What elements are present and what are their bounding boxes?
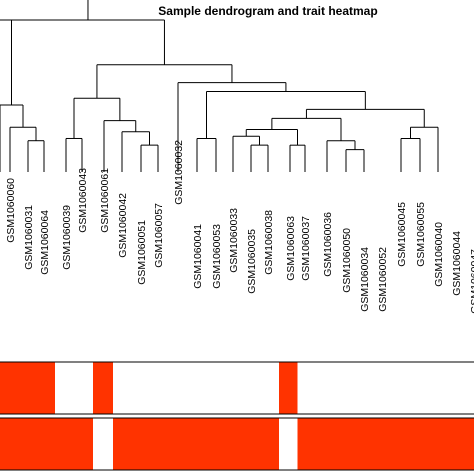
heatmap-cell-r0-c26 <box>465 362 474 414</box>
heatmap-cell-r1-c8 <box>131 418 150 470</box>
leaf-label-7: GSM1060042 <box>117 193 129 258</box>
chart-title: Sample dendrogram and trait heatmap <box>158 4 377 18</box>
heatmap-cell-r1-c13 <box>224 418 243 470</box>
heatmap-cell-r1-c7 <box>113 418 132 470</box>
heatmap-cell-r1-c24 <box>429 418 448 470</box>
leaf-labels: GSM1060060 GSM1060031 GSM1060064 GSM1060039… <box>5 140 474 314</box>
trait-heatmap <box>0 361 474 471</box>
heatmap-cell-r0-c21 <box>373 362 392 414</box>
heatmap-cell-r0-c16 <box>279 362 298 414</box>
leaf-label-26: GSM1060047 <box>469 249 474 314</box>
heatmap-cell-r0-c1 <box>5 362 20 414</box>
heatmap-cell-r1-c19 <box>336 418 356 470</box>
leaf-label-19: GSM1060050 <box>341 228 353 293</box>
heatmap-cell-r1-c22 <box>391 418 411 470</box>
leaf-label-9: GSM1060057 <box>153 203 165 268</box>
heatmap-cell-r1-c15 <box>259 418 280 470</box>
leaf-label-8: GSM1060051 <box>136 220 148 285</box>
leaf-label-14: GSM1060035 <box>246 229 258 294</box>
leaf-label-16: GSM1060063 <box>285 216 297 281</box>
heatmap-cell-r0-c18 <box>316 362 337 414</box>
heatmap-cell-r1-c0 <box>0 418 6 470</box>
heatmap-cell-r0-c20 <box>355 362 374 414</box>
heatmap-cell-r0-c8 <box>131 362 150 414</box>
heatmap-cell-r0-c11 <box>187 362 207 414</box>
heatmap-cell-r0-c9 <box>149 362 169 414</box>
leaf-label-20: GSM1060034 <box>359 247 371 312</box>
leaf-label-15: GSM1060038 <box>263 210 275 275</box>
heatmap-cell-r0-c24 <box>429 362 448 414</box>
heatmap-cell-r1-c20 <box>355 418 374 470</box>
heatmap-cell-r0-c14 <box>242 362 260 414</box>
leaf-label-21: GSM1060052 <box>377 247 389 312</box>
heatmap-cell-r1-c11 <box>187 418 207 470</box>
heatmap-cell-r1-c21 <box>373 418 392 470</box>
heatmap-row-border-0 <box>0 361 474 415</box>
leaf-label-22: GSM1060045 <box>396 202 408 267</box>
heatmap-cell-r0-c22 <box>391 362 411 414</box>
leaf-label-2: GSM1060031 <box>23 205 35 270</box>
heatmap-cell-r1-c25 <box>447 418 466 470</box>
leaf-label-3: GSM1060064 <box>39 210 51 275</box>
leaf-label-24: GSM1060040 <box>433 222 445 287</box>
leaf-label-11: GSM1060041 <box>192 224 204 289</box>
dendrogram-branches <box>0 0 439 172</box>
heatmap-cell-r0-c12 <box>206 362 225 414</box>
leaf-label-1: GSM1060060 <box>5 178 17 243</box>
leaf-label-4: GSM1060039 <box>61 205 73 270</box>
heatmap-cell-r1-c12 <box>206 418 225 470</box>
heatmap-cell-r1-c26 <box>465 418 474 470</box>
leaf-label-23: GSM1060055 <box>415 202 427 267</box>
heatmap-cell-r0-c10 <box>168 362 188 414</box>
heatmap-cell-r1-c9 <box>149 418 169 470</box>
leaf-label-18: GSM1060036 <box>322 212 334 277</box>
heatmap-cell-r1-c23 <box>410 418 430 470</box>
heatmap-cell-r0-c3 <box>36 362 56 414</box>
heatmap-cell-r1-c4 <box>55 418 75 470</box>
heatmap-cell-r0-c5 <box>74 362 94 414</box>
heatmap-cell-r1-c2 <box>19 418 37 470</box>
heatmap-cell-r1-c10 <box>168 418 188 470</box>
heatmap-cell-r0-c23 <box>410 362 430 414</box>
heatmap-cell-r1-c5 <box>74 418 94 470</box>
heatmap-cell-r1-c3 <box>36 418 56 470</box>
heatmap-cell-r0-c7 <box>113 362 132 414</box>
leaf-label-25: GSM1060044 <box>451 231 463 296</box>
heatmap-cell-r1-c17 <box>297 418 317 470</box>
heatmap-cell-r1-c18 <box>316 418 337 470</box>
heatmap-cell-r0-c15 <box>259 362 280 414</box>
heatmap-cell-r0-c25 <box>447 362 466 414</box>
heatmap-row-border-1 <box>0 417 474 471</box>
leaf-label-12: GSM1060053 <box>211 224 223 289</box>
heatmap-cell-r1-c14 <box>242 418 260 470</box>
heatmap-cell-r0-c0 <box>0 362 6 414</box>
heatmap-cell-r0-c4 <box>55 362 75 414</box>
leaf-label-17: GSM1060037 <box>300 216 312 281</box>
heatmap-cell-r0-c19 <box>336 362 356 414</box>
heatmap-cell-r1-c6 <box>93 418 114 470</box>
heatmap-cell-r1-c16 <box>279 418 298 470</box>
leaf-label-13: GSM1060033 <box>228 208 240 273</box>
heatmap-cell-r1-c1 <box>5 418 20 470</box>
leaf-label-5: GSM1060043 <box>77 168 89 233</box>
heatmap-cell-r0-c6 <box>93 362 114 414</box>
heatmap-cell-r0-c17 <box>297 362 317 414</box>
leaf-label-6: GSM1060061 <box>99 168 111 233</box>
heatmap-cell-r0-c2 <box>19 362 37 414</box>
leaf-label-10: GSM1060032 <box>173 140 185 205</box>
heatmap-cell-r0-c13 <box>224 362 243 414</box>
